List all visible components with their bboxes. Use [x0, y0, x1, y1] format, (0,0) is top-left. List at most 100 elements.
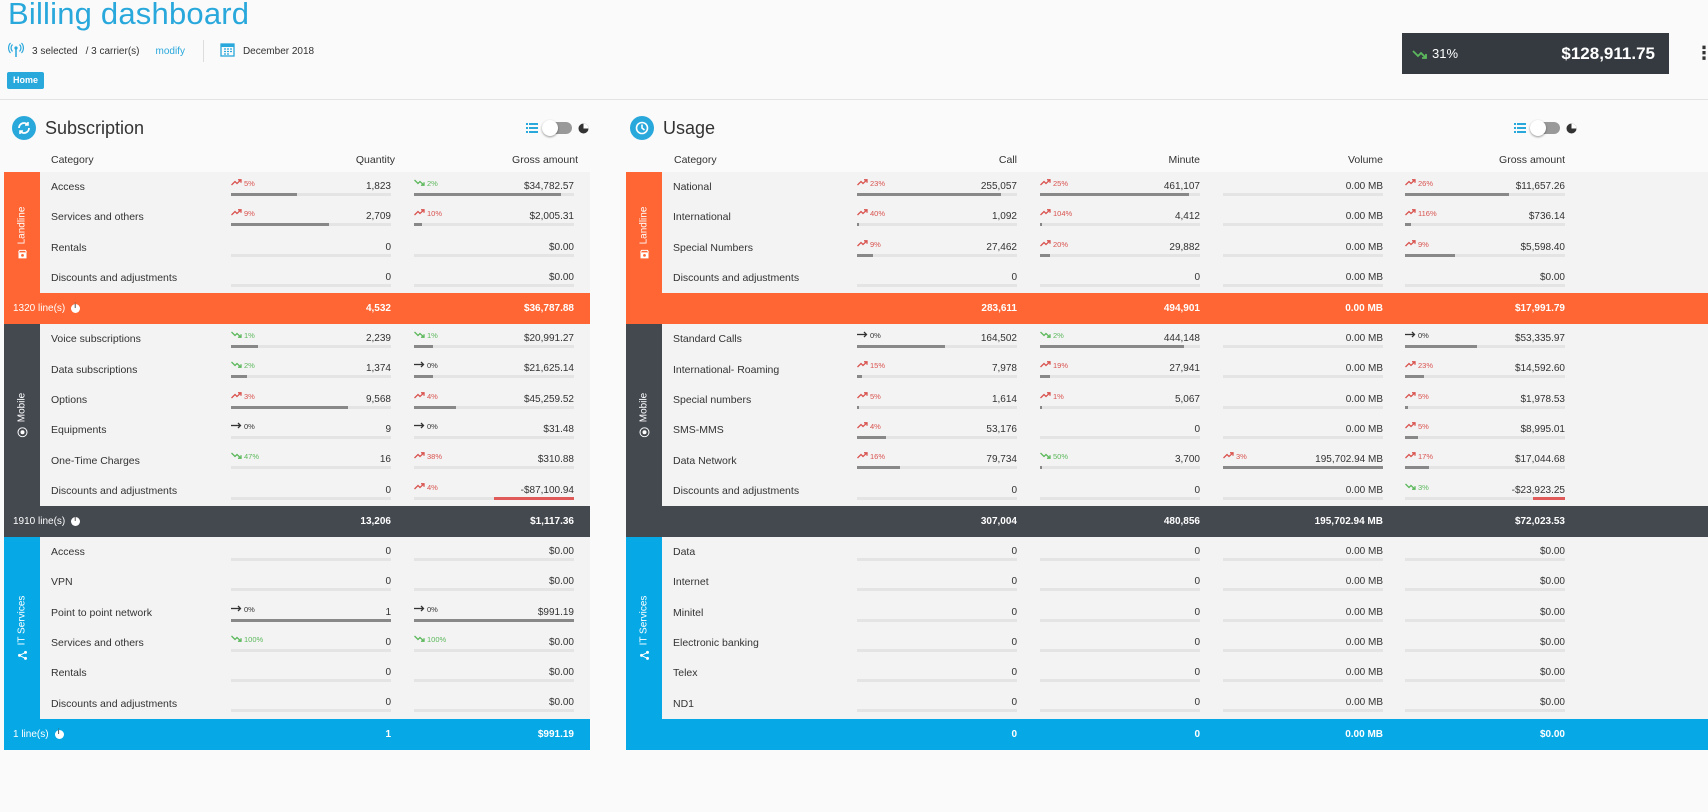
table-row[interactable]: Electronic banking 0 0 0.00 MB $0.00: [662, 628, 1708, 658]
table-row[interactable]: Data subscriptions 2% 1,374 0% $21,625.14: [40, 354, 590, 384]
row-category: Equipments: [51, 424, 107, 437]
cell-value: 1,092: [991, 211, 1017, 223]
info-icon[interactable]: [71, 516, 81, 526]
cell-value: 1,374: [365, 363, 391, 375]
value-bar: [1040, 375, 1200, 379]
table-row[interactable]: International 40% 1,092 104% 4,412 0.00 MB 116…: [662, 202, 1708, 232]
table-row[interactable]: Access 0 $0.00: [40, 537, 590, 567]
row-category: Standard Calls: [673, 333, 742, 346]
table-row[interactable]: Data Network 16% 79,734 50% 3,700 3% 195,702.9…: [662, 445, 1708, 475]
table-row[interactable]: Minitel 0 0 0.00 MB $0.00: [662, 598, 1708, 628]
cell-g: 5% $8,995.01: [1405, 415, 1565, 445]
value-bar: [1405, 618, 1565, 622]
value-bar: [1223, 496, 1383, 500]
home-breadcrumb[interactable]: Home: [7, 72, 45, 89]
value-bar: [414, 375, 574, 379]
cell-vol: 0.00 MB: [1223, 415, 1383, 445]
table-row[interactable]: VPN 0 $0.00: [40, 567, 590, 597]
trend-value: 4%: [427, 391, 438, 401]
cell-value: 0: [1011, 606, 1017, 618]
cell-q: 1% 2,239: [231, 324, 391, 354]
table-row[interactable]: Discounts and adjustments 0 0 0.00 MB 3% -$23…: [662, 476, 1708, 506]
table-row[interactable]: Discounts and adjustments 0 0 0.00 MB $0.00: [662, 263, 1708, 293]
cell-g: $0.00: [1405, 598, 1565, 628]
table-row[interactable]: Discounts and adjustments 0 $0.00: [40, 263, 590, 293]
cell-value: $0.00: [548, 697, 574, 709]
info-icon[interactable]: [71, 303, 81, 314]
value-bar-fill: [1040, 375, 1050, 379]
value-bar-fill: [857, 405, 859, 409]
period-label[interactable]: December 2018: [242, 45, 315, 57]
group-landline: Landline Access 5% 1,823 2% $34,782.57 Service…: [4, 172, 590, 294]
list-icon[interactable]: [1514, 123, 1526, 133]
col-quantity[interactable]: Quantity: [355, 154, 395, 166]
value-bar: [1223, 648, 1383, 652]
view-toggle[interactable]: [1514, 120, 1577, 136]
table-row[interactable]: Services and others 100% 0 100% $0.00: [40, 628, 590, 658]
trend-value: 1%: [427, 331, 438, 341]
table-row[interactable]: Internet 0 0 0.00 MB $0.00: [662, 567, 1708, 597]
col-call[interactable]: Call: [998, 154, 1017, 166]
value-bar: [1405, 588, 1565, 592]
table-row[interactable]: International- Roaming 15% 7,978 19% 27,941 0…: [662, 354, 1708, 384]
value-bar: [1040, 223, 1200, 227]
value-bar: [414, 496, 574, 500]
col-gross-amount[interactable]: Gross amount: [1499, 154, 1565, 166]
view-switch[interactable]: [1530, 120, 1560, 136]
view-toggle[interactable]: [526, 120, 589, 136]
view-switch[interactable]: [542, 120, 572, 136]
group-summary-row: 1 line(s) 1 $991.19: [4, 718, 590, 750]
modify-link[interactable]: modify: [155, 45, 185, 57]
carriers-selected: 3 selected: [32, 45, 78, 57]
pie-chart-icon[interactable]: [578, 123, 589, 134]
value-bar: [1040, 618, 1200, 622]
more-menu-icon[interactable]: ⋮: [1695, 43, 1708, 63]
value-bar: [1405, 375, 1565, 379]
group-landline: Landline National 23% 255,057 25% 461,107 0.00…: [626, 172, 1708, 294]
table-row[interactable]: One-Time Charges 47% 16 38% $310.88: [40, 445, 590, 475]
calendar-icon[interactable]: [220, 42, 235, 60]
table-row[interactable]: Special numbers 5% 1,614 1% 5,067 0.00 MB 5% $1…: [662, 385, 1708, 415]
table-row[interactable]: Discounts and adjustments 0 4% -$87,100.94: [40, 476, 590, 506]
cell-value: $31.48: [543, 424, 574, 436]
info-icon[interactable]: [54, 729, 64, 739]
cell-m: 0: [1040, 415, 1200, 445]
table-row[interactable]: Data 0 0 0.00 MB $0.00: [662, 537, 1708, 567]
table-row[interactable]: SMS-MMS 4% 53,176 0 0.00 MB 5% $8,995.01: [662, 415, 1708, 445]
table-row[interactable]: Telex 0 0 0.00 MB $0.00: [662, 658, 1708, 688]
trend-down-icon: [1412, 49, 1427, 59]
cell-g: 2% $34,782.57: [414, 172, 574, 202]
table-row[interactable]: Standard Calls 0% 164,502 2% 444,148 0.00 MB 0…: [662, 324, 1708, 354]
table-row[interactable]: Rentals 0 $0.00: [40, 658, 590, 688]
table-row[interactable]: Point to point network 0% 1 0% $991.19: [40, 598, 590, 628]
trend-value: 5%: [870, 391, 881, 401]
group-name: Mobile: [16, 392, 28, 423]
cell-value: -$23,923.25: [1511, 484, 1565, 496]
subscription-column-headers: Category Quantity Gross amount: [4, 148, 590, 172]
col-volume[interactable]: Volume: [1347, 154, 1383, 166]
value-bar-fill: [1405, 223, 1412, 227]
pie-chart-icon[interactable]: [1566, 123, 1577, 134]
table-row[interactable]: National 23% 255,057 25% 461,107 0.00 MB 26% $1…: [662, 172, 1708, 202]
col-gross-amount[interactable]: Gross amount: [512, 154, 578, 166]
table-row[interactable]: Options 3% 9,568 4% $45,259.52: [40, 385, 590, 415]
col-minute[interactable]: Minute: [1168, 154, 1200, 166]
table-row[interactable]: ND1 0 0 0.00 MB $0.00: [662, 688, 1708, 718]
table-row[interactable]: Special Numbers 9% 27,462 20% 29,882 0.00 MB 9…: [662, 233, 1708, 263]
col-category: Category: [674, 154, 717, 166]
table-row[interactable]: Discounts and adjustments 0 $0.00: [40, 688, 590, 718]
table-row[interactable]: Services and others 9% 2,709 10% $2,005.31: [40, 202, 590, 232]
list-icon[interactable]: [526, 123, 538, 133]
table-row[interactable]: Access 5% 1,823 2% $34,782.57: [40, 172, 590, 202]
value-bar: [1405, 709, 1565, 713]
table-row[interactable]: Rentals 0 $0.00: [40, 233, 590, 263]
trend-flat-icon: [414, 361, 425, 370]
subscription-title: Subscription: [45, 117, 145, 138]
value-bar: [1405, 283, 1565, 287]
table-row[interactable]: Voice subscriptions 1% 2,239 1% $20,991.27: [40, 324, 590, 354]
table-row[interactable]: Equipments 0% 9 0% $31.48: [40, 415, 590, 445]
trend-indicator: 5%: [857, 392, 881, 401]
trend-value: 2%: [427, 179, 438, 188]
cell-g: 100% $0.00: [414, 628, 574, 658]
row-category: Access: [51, 546, 85, 559]
